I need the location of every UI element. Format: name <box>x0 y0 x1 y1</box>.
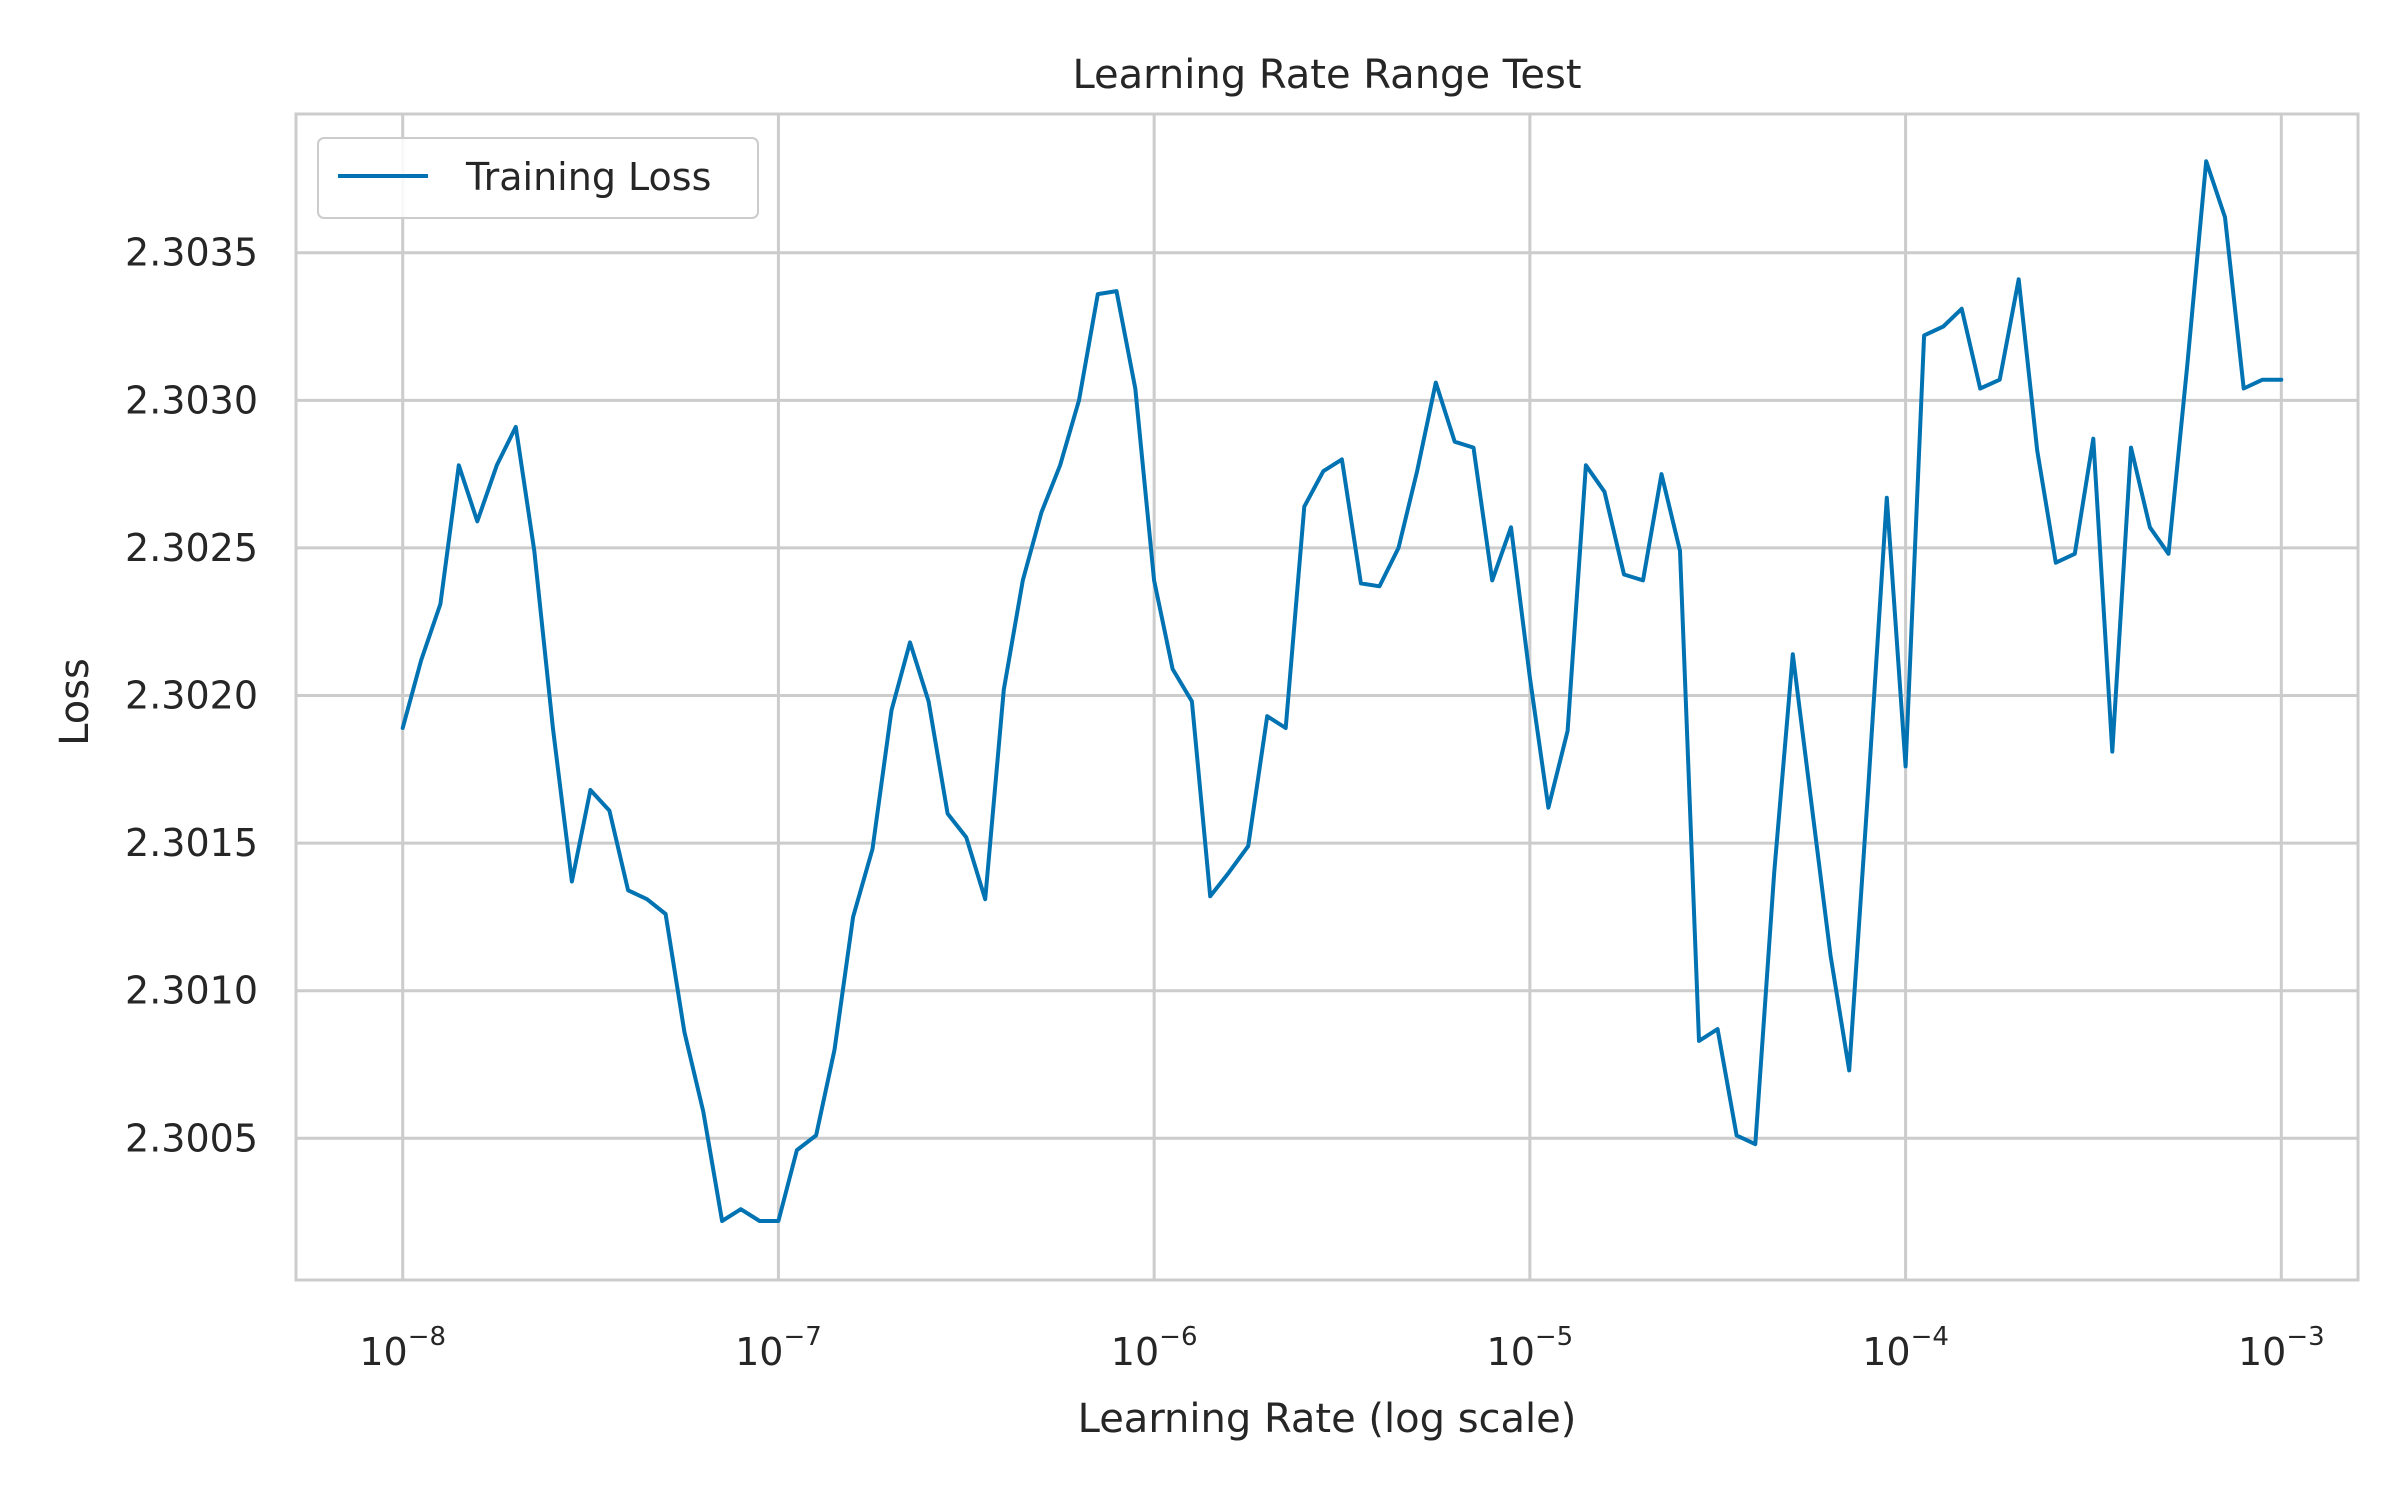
x-tick-label: 10−6 <box>1111 1322 1198 1374</box>
x-tick-label: 10−8 <box>359 1322 446 1374</box>
axes-frame <box>294 112 2360 1282</box>
x-tick-labels: 10−8 10−7 10−6 10−5 10−4 10−3 <box>359 1322 2324 1374</box>
legend-label: Training Loss <box>465 155 711 199</box>
series-layer <box>400 159 2284 1223</box>
x-tick-label: 10−3 <box>2238 1322 2325 1374</box>
y-tick-label: 2.3015 <box>125 821 258 865</box>
y-tick-label: 2.3035 <box>125 231 258 275</box>
y-tick-label: 2.3005 <box>125 1116 258 1160</box>
x-tick-label: 10−7 <box>735 1322 822 1374</box>
x-tick-label: 10−4 <box>1862 1322 1949 1374</box>
y-tick-label: 2.3020 <box>125 674 258 718</box>
y-tick-label: 2.3010 <box>125 969 258 1013</box>
legend-box <box>317 137 759 219</box>
series-line-training-loss <box>400 159 2284 1223</box>
y-tick-label: 2.3025 <box>125 526 258 570</box>
y-axis-label: Loss <box>52 658 98 746</box>
chart-title: Learning Rate Range Test <box>1072 52 1581 98</box>
y-tick-labels: 2.3005 2.3010 2.3015 2.3020 2.3025 2.3030 2.30… <box>125 231 258 1161</box>
x-tick-label: 10−5 <box>1487 1322 1574 1374</box>
x-axis-label: Learning Rate (log scale) <box>1078 1396 1577 1442</box>
y-tick-label: 2.3030 <box>125 378 258 422</box>
grid <box>296 114 2358 1280</box>
legend: Training Loss <box>317 137 759 219</box>
